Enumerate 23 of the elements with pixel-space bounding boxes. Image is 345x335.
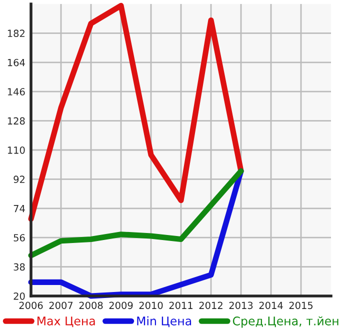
x-tick-label: 2014 — [259, 302, 283, 310]
x-tick-label: 2015 — [289, 302, 313, 310]
legend-label: Min Цена — [137, 316, 192, 328]
y-tick-label: 146 — [8, 88, 25, 96]
y-tick-label: 128 — [8, 117, 25, 125]
x-tick-label: 2013 — [229, 302, 253, 310]
x-tick-label: 2008 — [79, 302, 103, 310]
y-tick-label: 92 — [14, 176, 24, 184]
legend-label: Сред.Цена, т.йен — [232, 316, 338, 328]
x-tick-label: 2006 — [19, 302, 43, 310]
y-tick-label: 20 — [14, 292, 25, 300]
x-tick-label: 2011 — [169, 302, 192, 310]
y-tick-label: 182 — [8, 30, 24, 38]
x-tick-label: 2007 — [49, 302, 73, 310]
x-tick-label: 2010 — [139, 302, 163, 310]
y-tick-label: 110 — [8, 146, 25, 154]
legend-label: Max Цена — [38, 316, 95, 328]
y-tick-label: 74 — [14, 205, 25, 212]
y-tick-label: 164 — [8, 58, 25, 66]
y-tick-label: 38 — [14, 263, 25, 271]
x-tick-label: 2009 — [109, 302, 133, 310]
y-tick-label: 56 — [14, 234, 25, 242]
x-tick-label: 2012 — [199, 302, 222, 310]
